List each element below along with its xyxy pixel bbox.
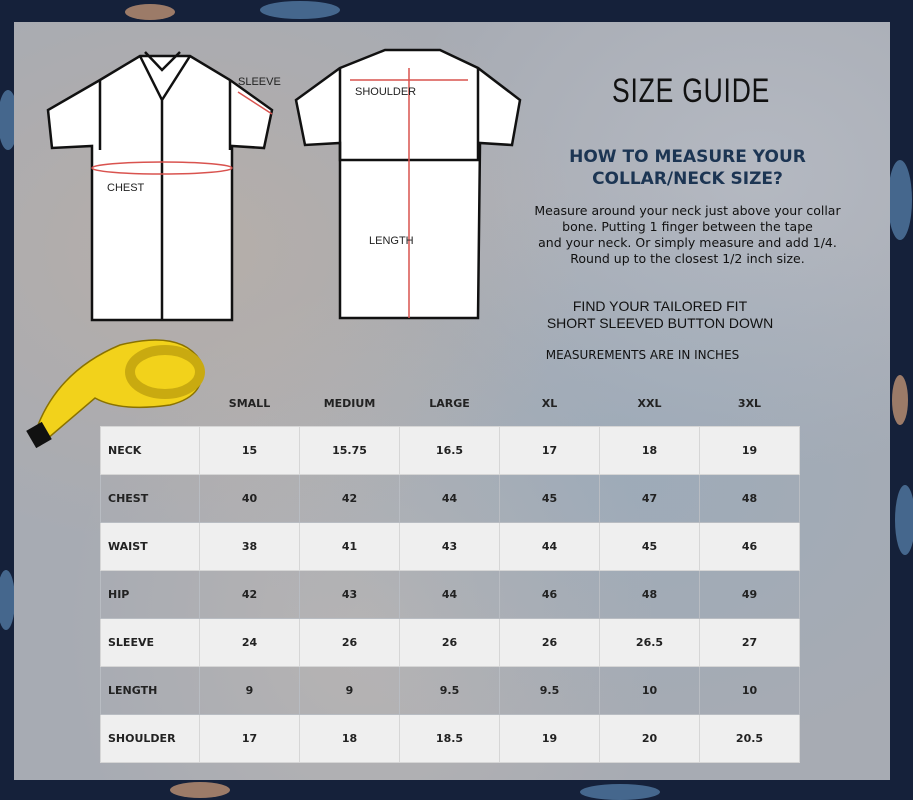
table-cell: 15 (199, 426, 300, 475)
table-row: LENGTH 9 9 9.5 9.5 10 10 (100, 666, 800, 715)
corner-cell (101, 380, 200, 427)
table-row: HIP 42 43 44 46 48 49 (100, 570, 800, 619)
row-label: SHOULDER (100, 714, 200, 763)
table-cell: 18.5 (399, 714, 500, 763)
table-cell: 46 (699, 522, 800, 571)
text-line: Measure around your neck just above your… (534, 203, 841, 218)
table-cell: 43 (299, 570, 400, 619)
row-label: HIP (100, 570, 200, 619)
table-cell: 44 (399, 474, 500, 523)
column-header: XL (541, 396, 558, 410)
shoulder-label: SHOULDER (355, 86, 417, 98)
how-to-heading-line1: HOW TO MEASURE YOUR (569, 147, 806, 167)
table-cell: 20.5 (699, 714, 800, 763)
measuring-tape-icon (26, 339, 205, 449)
table-cell: 41 (299, 522, 400, 571)
table-cell: 26 (399, 618, 500, 667)
units-note: MEASUREMENTS ARE IN INCHES (545, 348, 740, 362)
sleeve-label: SLEEVE (238, 76, 281, 88)
header-row: SMALL MEDIUM LARGE XL XXL 3XL (101, 380, 800, 427)
how-to-heading: HOW TO MEASURE YOUR COLLAR/NECK SIZE? (540, 146, 835, 190)
column-header: LARGE (429, 396, 470, 410)
table-cell: 43 (399, 522, 500, 571)
table-cell: 26 (499, 618, 600, 667)
column-header: XXL (637, 396, 662, 410)
table-cell: 42 (199, 570, 300, 619)
table-cell: 24 (199, 618, 300, 667)
table-cell: 18 (599, 426, 700, 475)
how-to-text: Measure around your neck just above your… (530, 203, 845, 267)
chest-label: CHEST (107, 182, 145, 194)
table-cell: 15.75 (299, 426, 400, 475)
fit-line1: FIND YOUR TAILORED FIT (572, 298, 748, 314)
text-line: Round up to the closest 1/2 inch size. (570, 251, 805, 266)
table-cell: 19 (699, 426, 800, 475)
size-table: SMALL MEDIUM LARGE XL XXL 3XL NECK 15 15.75 16.5… (100, 380, 800, 763)
table-cell: 9.5 (399, 666, 500, 715)
table-cell: 47 (599, 474, 700, 523)
text-line: and your neck. Or simply measure and add… (538, 235, 837, 250)
column-header: 3XL (737, 396, 762, 410)
table-cell: 19 (499, 714, 600, 763)
row-label: SLEEVE (100, 618, 200, 667)
table-cell: 26.5 (599, 618, 700, 667)
table-cell: 42 (299, 474, 400, 523)
page-title: SIZE GUIDE (612, 72, 771, 110)
row-label: WAIST (100, 522, 200, 571)
table-row: WAIST 38 41 43 44 45 46 (100, 522, 800, 571)
length-label: LENGTH (369, 235, 414, 247)
table-cell: 10 (599, 666, 700, 715)
shirt-front-icon (46, 51, 274, 322)
table-cell: 17 (499, 426, 600, 475)
fit-line2: SHORT SLEEVED BUTTON DOWN (546, 315, 774, 331)
table-cell: 9.5 (499, 666, 600, 715)
table-cell: 45 (599, 522, 700, 571)
text-line: bone. Putting 1 finger between the tape (562, 219, 813, 234)
table-cell: 9 (199, 666, 300, 715)
shirt-back-icon (294, 48, 522, 320)
table-cell: 48 (599, 570, 700, 619)
table-cell: 16.5 (399, 426, 500, 475)
table-cell: 40 (199, 474, 300, 523)
row-label: LENGTH (100, 666, 200, 715)
table-cell: 49 (699, 570, 800, 619)
table-cell: 46 (499, 570, 600, 619)
row-label: NECK (100, 426, 200, 475)
table-cell: 9 (299, 666, 400, 715)
table-cell: 45 (499, 474, 600, 523)
table-row: SLEEVE 24 26 26 26 26.5 27 (100, 618, 800, 667)
table-cell: 20 (599, 714, 700, 763)
column-header: SMALL (228, 396, 271, 410)
table-row: NECK 15 15.75 16.5 17 18 19 (100, 426, 800, 475)
table-row: SHOULDER 17 18 18.5 19 20 20.5 (100, 714, 800, 763)
column-header: MEDIUM (323, 396, 376, 410)
table-cell: 48 (699, 474, 800, 523)
table-cell: 26 (299, 618, 400, 667)
table-cell: 44 (499, 522, 600, 571)
table-cell: 17 (199, 714, 300, 763)
table-row: CHEST 40 42 44 45 47 48 (100, 474, 800, 523)
row-label: CHEST (100, 474, 200, 523)
table-cell: 10 (699, 666, 800, 715)
table-cell: 27 (699, 618, 800, 667)
how-to-heading-line2: COLLAR/NECK SIZE? (592, 169, 783, 189)
fit-note: FIND YOUR TAILORED FIT SHORT SLEEVED BUT… (520, 298, 800, 332)
table-cell: 18 (299, 714, 400, 763)
table-cell: 44 (399, 570, 500, 619)
table-cell: 38 (199, 522, 300, 571)
